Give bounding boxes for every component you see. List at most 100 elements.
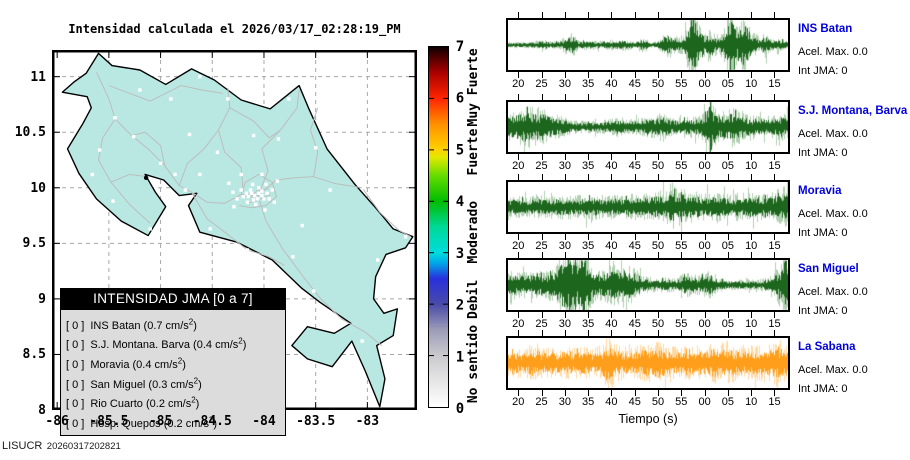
station-marker (264, 182, 268, 187)
road-line (217, 87, 244, 193)
panel-axis-tick (564, 94, 566, 100)
time-tick-label: 15 (768, 160, 781, 172)
panel-axis-tick (518, 94, 520, 100)
colorbar-tick-label: 0 (456, 401, 464, 417)
accel-max-label: Acel. Max. 0.0 (798, 364, 868, 376)
panel-axis-tick (727, 72, 729, 78)
station-marker (252, 193, 257, 198)
station-marker (235, 197, 239, 201)
station-marker (262, 197, 266, 201)
panel-axis-tick (727, 12, 729, 18)
time-tick-label: 40 (605, 78, 618, 90)
road-line (98, 118, 151, 224)
costa-rica-landmass (61, 52, 414, 408)
legend-intensity-value: [ 0 ] (66, 339, 85, 352)
time-tick-label: 55 (675, 78, 688, 90)
time-tick-label: 45 (628, 396, 641, 408)
seismogram-panel-ins-batan: 20 25 30 35 40 45 50 55 00 05 10 15 INS Batan Acel.… (0, 12, 910, 98)
time-tick-label: 45 (628, 160, 641, 172)
colorbar-tick-label: 1 (456, 349, 464, 365)
legend-intensity-value: [ 0 ] (66, 358, 85, 371)
panel-axis-tick (634, 12, 636, 18)
panel-axis-tick (564, 72, 566, 78)
time-tick-label: 25 (535, 240, 548, 252)
time-tick-label: 35 (582, 396, 595, 408)
station-marker (187, 132, 192, 137)
station-marker (138, 88, 142, 92)
time-axis-labels: 20 25 30 35 40 45 50 55 00 05 10 15 (508, 160, 792, 173)
panel-axis-tick (658, 330, 660, 336)
legend-row: [ 0 ] S.J. Montana. Barva (0.4 cm/s2) (66, 334, 280, 354)
panel-axis-tick (564, 312, 566, 318)
time-tick-label: 45 (628, 318, 641, 330)
panel-axis-tick (634, 330, 636, 336)
map-y-tick-label: 10 (30, 180, 46, 196)
station-marker (257, 186, 261, 190)
legend-intensity-value: [ 0 ] (66, 319, 85, 332)
legend-station-label: S.J. Montana. Barva (0.4 cm/s2) (90, 336, 247, 352)
panel-axis-tick (588, 12, 590, 18)
station-marker (246, 194, 251, 199)
legend-title: INTENSIDAD JMA [0 a 7] (60, 288, 286, 309)
station-marker (272, 200, 277, 204)
station-marker (97, 148, 102, 152)
panel-axis-tick (518, 330, 520, 336)
panel-axis-tick (704, 94, 706, 100)
int-jma-label: Int JMA: 0 (798, 227, 848, 239)
colorbar-tick-label: 3 (456, 246, 464, 262)
time-tick-label: 05 (721, 160, 735, 172)
panel-axis-tick (774, 154, 776, 160)
map-y-tick-label: 11 (30, 69, 46, 85)
station-marker (248, 188, 253, 192)
station-marker (265, 191, 269, 196)
panel-axis-tick (681, 330, 683, 336)
road-line (110, 173, 148, 183)
station-marker (275, 179, 280, 183)
time-axis-labels: 20 25 30 35 40 45 50 55 00 05 10 15 (508, 78, 792, 91)
colorbar-category-label: Moderado (466, 201, 481, 264)
road-line (257, 89, 300, 196)
panel-axis-tick (751, 72, 753, 78)
time-tick-label: 50 (651, 160, 665, 172)
time-axis-labels: 20 25 30 35 40 45 50 55 00 05 10 15 (508, 318, 792, 331)
panel-axis-tick (727, 312, 729, 318)
time-tick-label: 25 (535, 160, 548, 172)
time-tick-label: 50 (651, 240, 665, 252)
panel-axis-tick (588, 154, 590, 160)
time-tick-label: 15 (768, 240, 781, 252)
station-marker (376, 258, 380, 262)
station-marker (215, 150, 220, 154)
time-tick-label: 30 (558, 240, 571, 252)
time-tick-label: 35 (582, 240, 595, 252)
panel-axis-tick (704, 390, 706, 396)
station-name-label: S.J. Montana, Barva (798, 105, 908, 117)
time-tick-label: 40 (605, 240, 618, 252)
time-tick-label: 35 (582, 78, 595, 90)
watermark: LISUCR 20260317202821 (2, 436, 121, 454)
time-tick-label: 15 (768, 318, 781, 330)
panel-axis-tick (541, 12, 543, 18)
panel-axis-tick (704, 72, 706, 78)
time-tick-label: 00 (698, 78, 711, 90)
colorbar-ticks (429, 97, 448, 357)
panel-axis-tick (774, 252, 776, 258)
time-tick-label: 10 (745, 160, 758, 172)
panel-axis-tick (681, 312, 683, 318)
panel-axis-tick (658, 252, 660, 258)
station-marker (253, 202, 258, 207)
panel-axis-tick (681, 12, 683, 18)
panel-axis-tick (634, 312, 636, 318)
panel-axis-tick (611, 312, 613, 318)
panel-axis-tick (704, 174, 706, 180)
road-line (108, 85, 223, 102)
panel-axis-tick (541, 174, 543, 180)
panel-axis-tick (727, 234, 729, 240)
time-tick-label: 30 (558, 396, 571, 408)
panel-axis-tick (658, 12, 660, 18)
panel-axis-tick (564, 12, 566, 18)
legend-body: [ 0 ] INS Batan (0.7 cm/s2) [ 0 ] S.J. Mont… (60, 309, 286, 436)
station-marker (403, 234, 408, 239)
panel-axis-tick (704, 154, 706, 160)
legend-intensity-value: [ 0 ] (66, 398, 85, 411)
